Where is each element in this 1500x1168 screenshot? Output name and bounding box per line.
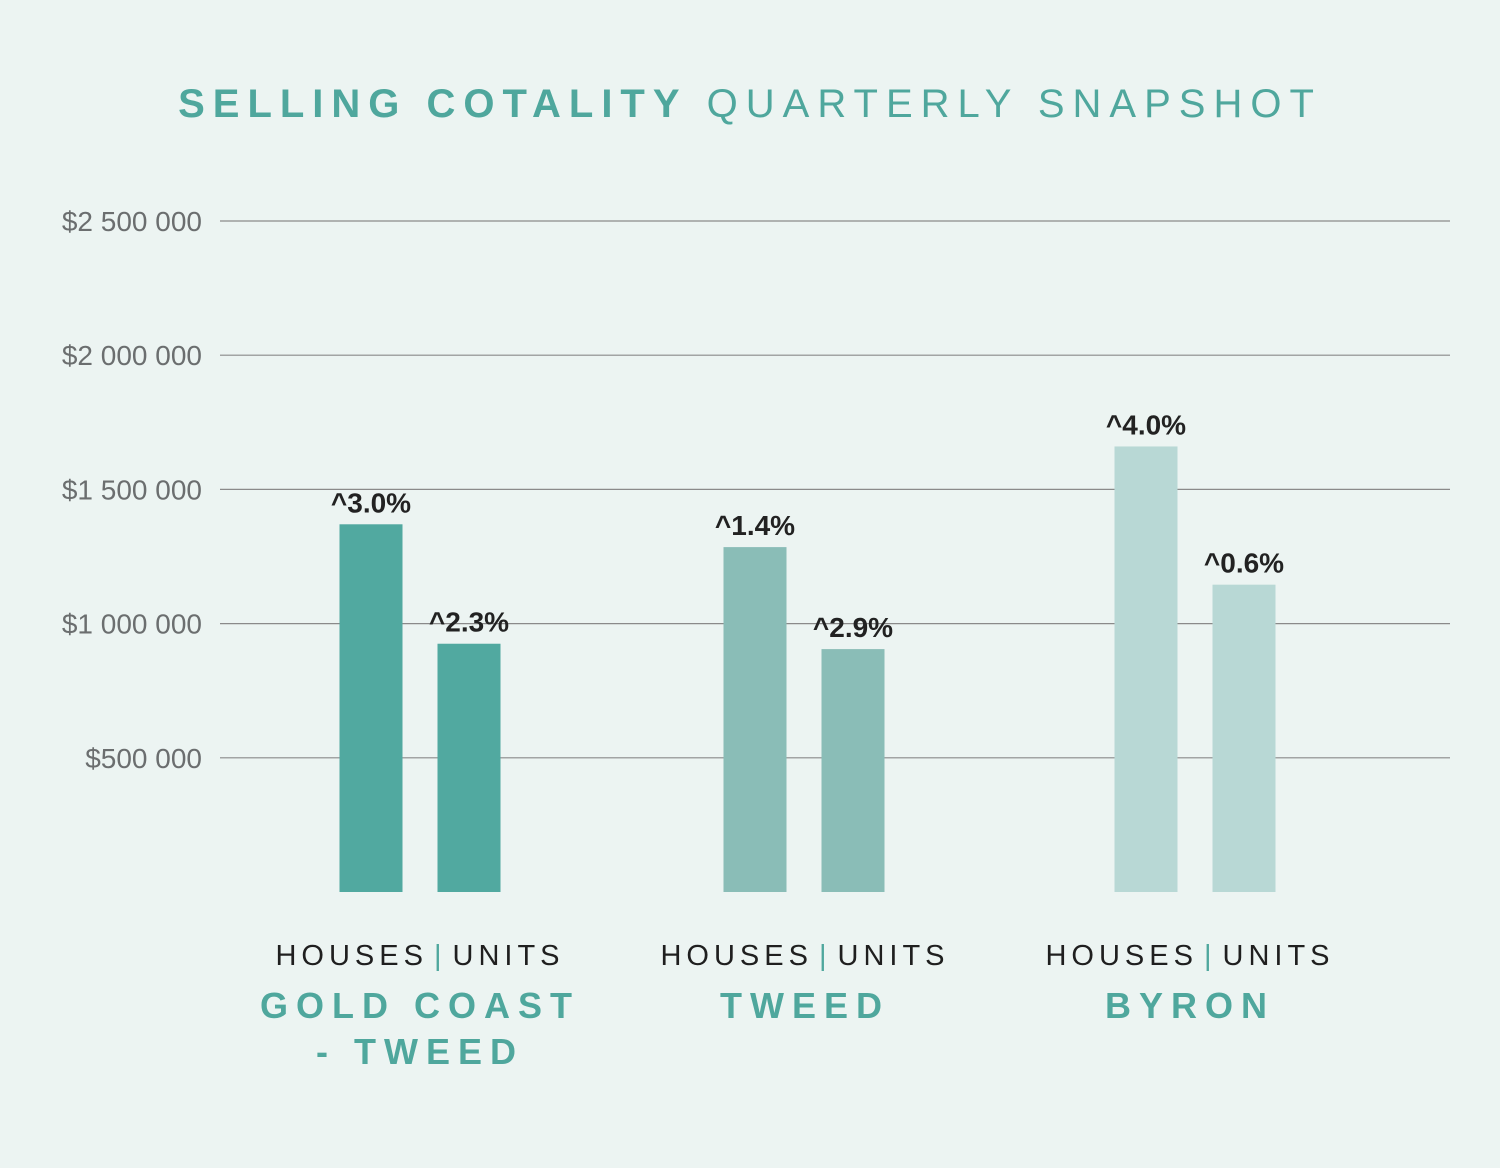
units-label: UNITS bbox=[837, 940, 950, 972]
group-sub-byron: HOUSES | UNITS bbox=[1000, 940, 1380, 973]
chart-title-light: QUARTERLY SNAPSHOT bbox=[706, 82, 1322, 126]
houses-label: HOUSES bbox=[275, 940, 428, 972]
data-label: ^3.0% bbox=[331, 487, 411, 518]
separator: | bbox=[433, 940, 447, 972]
separator: | bbox=[818, 940, 832, 972]
y-tick-label: $1 000 000 bbox=[62, 609, 202, 640]
group-name-byron: BYRON bbox=[1000, 983, 1380, 1029]
data-label: ^4.0% bbox=[1106, 409, 1186, 440]
bar-houses bbox=[339, 524, 403, 892]
group-name-line: GOLD COAST bbox=[260, 985, 580, 1026]
y-tick-label: $2 000 000 bbox=[62, 340, 202, 371]
group-name-line: TWEED bbox=[720, 985, 890, 1026]
units-label: UNITS bbox=[1222, 940, 1335, 972]
data-label: ^0.6% bbox=[1204, 548, 1284, 579]
data-label: ^2.9% bbox=[813, 612, 893, 643]
bar-units bbox=[821, 649, 885, 892]
group-name-tweed: TWEED bbox=[615, 983, 995, 1029]
data-label: ^1.4% bbox=[715, 510, 795, 541]
group-name-line: - TWEED bbox=[316, 1031, 524, 1072]
group-name-gold-coast-tweed: GOLD COAST - TWEED bbox=[230, 983, 610, 1075]
y-tick-label: $500 000 bbox=[85, 743, 202, 774]
y-tick-label: $1 500 000 bbox=[62, 474, 202, 505]
separator: | bbox=[1203, 940, 1217, 972]
units-label: UNITS bbox=[452, 940, 565, 972]
group-name-line: BYRON bbox=[1104, 985, 1275, 1026]
chart-title: SELLING COTALITY QUARTERLY SNAPSHOT bbox=[0, 78, 1500, 130]
bar-houses bbox=[1114, 446, 1178, 892]
houses-label: HOUSES bbox=[660, 940, 813, 972]
bar-units bbox=[1212, 584, 1276, 892]
houses-label: HOUSES bbox=[1045, 940, 1198, 972]
data-label: ^2.3% bbox=[429, 607, 509, 638]
group-sub-gold-coast-tweed: HOUSES | UNITS bbox=[230, 940, 610, 973]
bar-units bbox=[437, 643, 501, 892]
chart-title-bold: SELLING COTALITY bbox=[178, 82, 688, 126]
y-tick-label: $2 500 000 bbox=[62, 206, 202, 237]
bar-houses bbox=[723, 547, 787, 892]
group-sub-tweed: HOUSES | UNITS bbox=[615, 940, 995, 973]
